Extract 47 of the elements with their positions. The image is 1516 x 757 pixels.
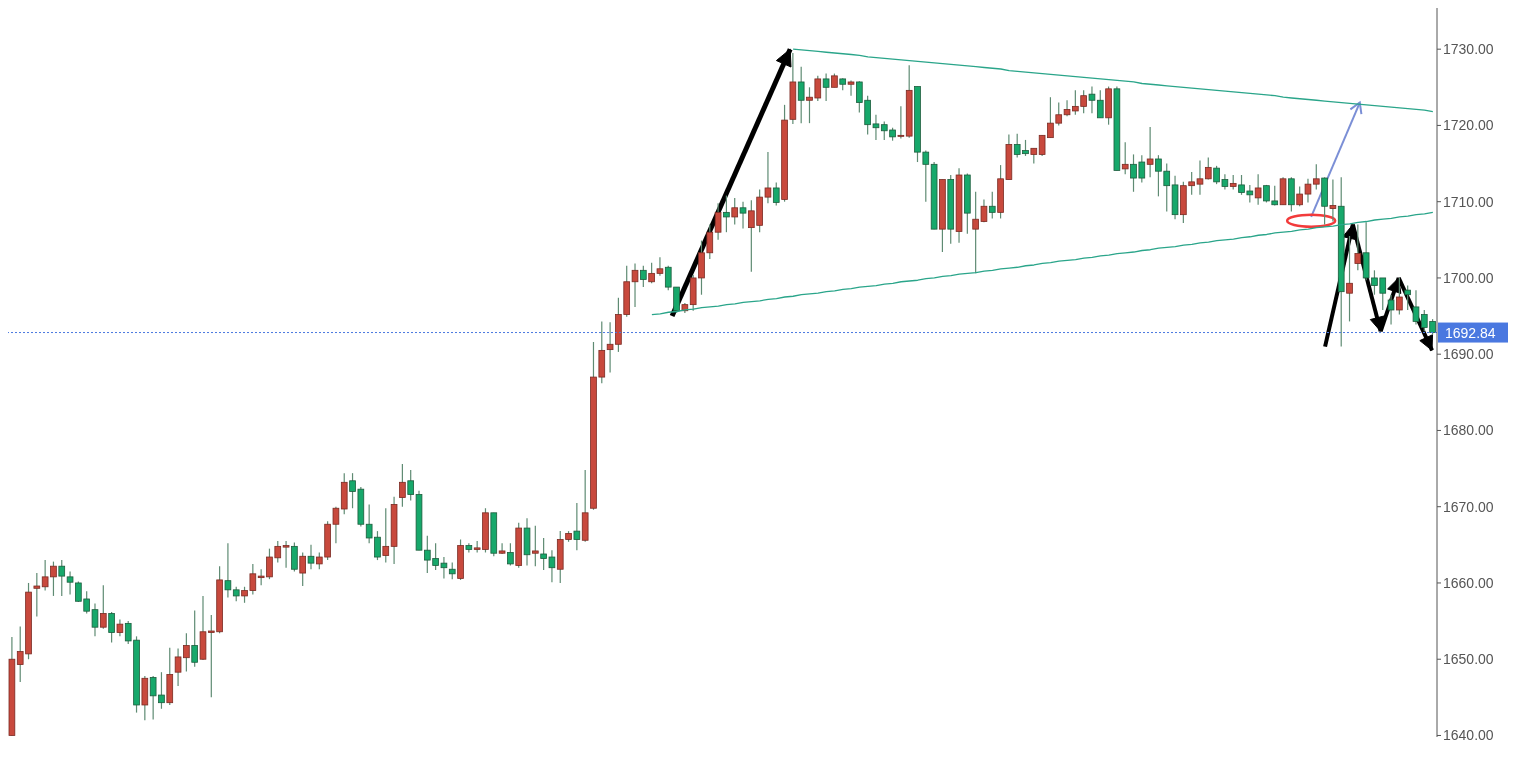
candlestick (291, 541, 298, 573)
y-tick-label: 1680.00 (1443, 422, 1494, 439)
line-series (651, 211, 1434, 316)
candlestick (1121, 141, 1129, 175)
candlestick (797, 66, 805, 124)
candlestick (739, 201, 747, 229)
candlestick (282, 540, 290, 569)
candlestick (897, 105, 905, 139)
candlestick (33, 572, 41, 618)
candlestick (1404, 284, 1411, 311)
y-tick-label: 1650.00 (1443, 651, 1494, 668)
ref-line-label: 1692.84 (1445, 324, 1496, 341)
candlestick (191, 609, 198, 668)
candlestick (58, 559, 66, 597)
candlestick (1346, 235, 1353, 323)
candlestick (988, 191, 996, 220)
candlestick (1146, 126, 1154, 178)
candlestick (1254, 173, 1262, 206)
candlestick (99, 584, 107, 630)
candlestick (299, 551, 306, 587)
candlestick (573, 502, 581, 551)
candlestick (108, 611, 115, 644)
y-tick-label: 1640.00 (1443, 727, 1494, 744)
candlestick (1354, 223, 1362, 271)
candlestick (1329, 178, 1337, 223)
candlestick (1396, 277, 1403, 316)
y-tick-label: 1670.00 (1443, 498, 1494, 515)
y-tick-label: 1660.00 (1443, 574, 1494, 591)
y-tick-label: 1710.00 (1443, 193, 1494, 210)
candlestick (1387, 294, 1395, 326)
candlestick (399, 463, 406, 508)
candlestick (224, 542, 232, 599)
candlestick (723, 194, 730, 233)
candlestick (822, 72, 830, 102)
candlestick (731, 197, 739, 226)
candlestick (772, 182, 780, 207)
candlestick (847, 79, 855, 97)
candlestick (307, 544, 315, 570)
y-tick-label: 1730.00 (1443, 41, 1494, 58)
candlestick (382, 507, 390, 563)
candlestick (532, 525, 539, 567)
candlestick (498, 542, 506, 555)
candlestick (714, 202, 722, 241)
candlestick (640, 265, 647, 288)
y-tick-label: 1690.00 (1443, 346, 1494, 363)
y-tick-label: 1720.00 (1443, 117, 1494, 134)
y-tick-label: 1700.00 (1443, 269, 1494, 286)
